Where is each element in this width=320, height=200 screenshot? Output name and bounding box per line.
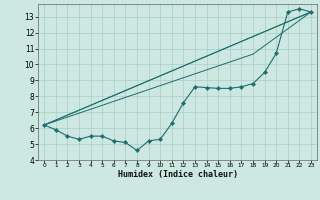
X-axis label: Humidex (Indice chaleur): Humidex (Indice chaleur): [118, 170, 238, 179]
